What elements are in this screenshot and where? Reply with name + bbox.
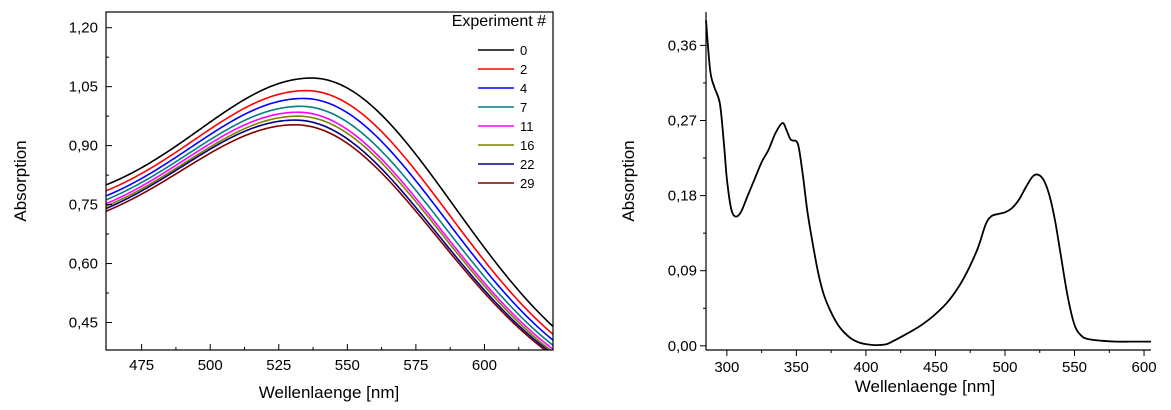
right-y-tick-label: 0,00 xyxy=(668,338,697,355)
left-y-tick-label: 0,75 xyxy=(69,197,98,214)
series-line-2 xyxy=(106,89,553,335)
legend-label-22: 22 xyxy=(520,157,534,172)
series-line-16 xyxy=(106,115,552,350)
right-series-lines xyxy=(705,20,1151,346)
right-x-ticks: 300 350 400 450 500 550 600 xyxy=(714,350,1157,376)
left-x-tick-label: 600 xyxy=(472,357,497,374)
right-x-tick-label: 600 xyxy=(1132,359,1157,376)
left-y-ticks: 0,45 0,60 0,75 0,90 1,05 1,20 xyxy=(69,20,112,331)
right-x-axis-title: Wellenlaenge [nm] xyxy=(855,377,996,396)
right-y-tick-label: 0,09 xyxy=(668,263,697,280)
right-x-tick-label: 550 xyxy=(1062,359,1087,376)
legend-label-29: 29 xyxy=(520,176,534,191)
right-y-tick-label: 0,18 xyxy=(668,188,697,205)
chart-right: 300 350 400 450 500 550 600 0,000,090,180,270,… xyxy=(619,12,1157,396)
legend-label-16: 16 xyxy=(520,138,534,153)
right-series-line xyxy=(705,20,1151,346)
left-x-ticks: 475 500 525 550 575 600 xyxy=(129,344,520,374)
series-line-4 xyxy=(106,97,553,341)
series-line-0 xyxy=(106,77,553,328)
legend: 0 2 4 7 11 16 22 29 xyxy=(478,43,534,191)
series-line-22 xyxy=(106,119,550,350)
right-x-tick-label: 350 xyxy=(784,359,809,376)
right-y-axis-title: Absorption xyxy=(619,140,638,221)
left-y-tick-label: 1,20 xyxy=(69,20,98,37)
left-series-lines xyxy=(106,77,553,350)
right-y-ticks: 0,00 0,09 0,18 0,27 0,36 xyxy=(668,37,706,355)
left-x-tick-label: 500 xyxy=(198,357,223,374)
left-x-tick-label: 525 xyxy=(266,357,291,374)
right-x-tick-label: 300 xyxy=(714,359,739,376)
series-line-11 xyxy=(106,111,553,350)
legend-label-7: 7 xyxy=(520,100,527,115)
legend-label-4: 4 xyxy=(520,81,527,96)
left-y-tick-label: 0,45 xyxy=(69,314,98,331)
left-plot-frame xyxy=(105,11,554,351)
left-y-tick-label: 0,90 xyxy=(69,138,98,155)
right-x-tick-label: 450 xyxy=(923,359,948,376)
left-x-axis-title: Wellenlaenge [nm] xyxy=(259,383,400,402)
right-x-tick-label: 400 xyxy=(853,359,878,376)
left-x-tick-label: 575 xyxy=(403,357,428,374)
series-line-29 xyxy=(106,123,547,350)
legend-title: Experiment # xyxy=(452,13,546,30)
left-x-tick-label: 475 xyxy=(129,357,154,374)
chart-left: 475 500 525 550 575 600 0,45 0,60 0,75 0,90 1,05 1… xyxy=(11,11,554,402)
left-y-tick-label: 0,60 xyxy=(69,256,98,273)
legend-label-2: 2 xyxy=(520,62,527,77)
legend-label-0: 0 xyxy=(520,43,527,58)
left-y-tick-label: 1,05 xyxy=(69,79,98,96)
right-x-tick-label: 500 xyxy=(992,359,1017,376)
right-y-tick-label: 0,36 xyxy=(668,37,697,54)
series-line-7 xyxy=(106,105,553,346)
left-y-axis-title: Absorption xyxy=(11,140,30,221)
left-x-tick-label: 550 xyxy=(335,357,360,374)
right-y-tick-label: 0,27 xyxy=(668,112,697,129)
legend-label-11: 11 xyxy=(520,119,534,134)
